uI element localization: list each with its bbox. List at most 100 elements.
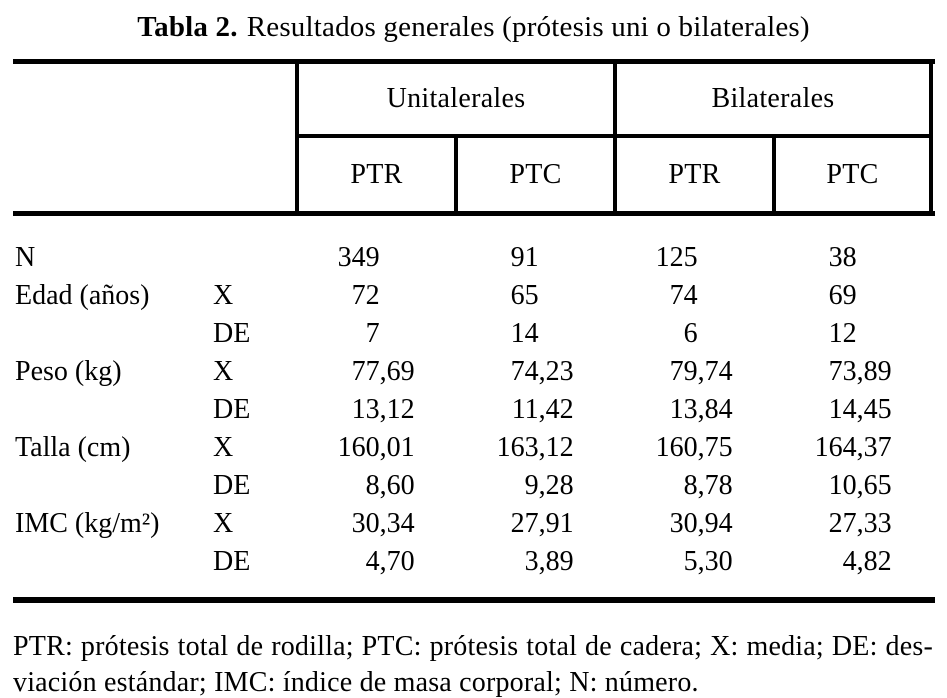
- table-cell: 65: [456, 280, 615, 312]
- cell-integer-part: 38: [828, 242, 857, 273]
- stat-label: X: [213, 508, 234, 539]
- cell-fraction-part: [380, 318, 456, 350]
- table-row: IMC (kg/m²) X 30,34 27,91 30,94 27,33: [13, 505, 935, 543]
- stat-label: X: [213, 280, 234, 311]
- cell-integer-part: 3: [524, 546, 539, 577]
- cell-integer-part: 349: [337, 242, 380, 273]
- table-row: DE 13,12 11,42 13,84 14,45: [13, 391, 935, 429]
- stat-label: X: [213, 356, 234, 387]
- cell-fraction-part: ,12: [379, 394, 415, 425]
- cell-fraction-part: ,74: [697, 356, 733, 387]
- table-cell: 164,37: [774, 432, 933, 464]
- cell-integer-part: 27: [510, 508, 539, 539]
- cell-fraction-part: [857, 242, 933, 274]
- cell-fraction-part: ,01: [379, 432, 415, 463]
- table-cell: 160,75: [615, 432, 774, 464]
- cell-integer-part: 73: [828, 356, 857, 387]
- table-cell: 27,33: [774, 508, 933, 540]
- cell-integer-part: 74: [669, 280, 698, 311]
- vertical-line: [454, 134, 458, 216]
- cell-integer-part: 74: [510, 356, 539, 387]
- table-cell: 13,12: [297, 394, 456, 426]
- table-cell: 3,89: [456, 546, 615, 578]
- cell-integer-part: 10: [828, 470, 857, 501]
- table-cell: 27,91: [456, 508, 615, 540]
- table-row: DE 4,70 3,89 5,30 4,82: [13, 543, 935, 581]
- cell-integer-part: 4: [365, 546, 380, 577]
- table-cell: 7: [297, 318, 456, 350]
- vertical-line: [929, 59, 933, 216]
- cell-integer-part: 72: [351, 280, 380, 311]
- table-cell: 14: [456, 318, 615, 350]
- stat-label: DE: [213, 546, 251, 577]
- column-header-ptr-uni: PTR: [350, 158, 403, 190]
- table-bottom-rule: [13, 597, 935, 603]
- cell-fraction-part: ,60: [379, 470, 415, 501]
- cell-fraction-part: [539, 318, 615, 350]
- cell-fraction-part: ,94: [697, 508, 733, 539]
- footnote-line: viación estándar; IMC: índice de masa co…: [13, 667, 699, 698]
- cell-integer-part: 77: [351, 356, 380, 387]
- row-label: Peso (kg): [15, 356, 122, 387]
- cell-integer-part: 4: [842, 546, 857, 577]
- table-row: Talla (cm) X 160,01 163,12 160,75 164,37: [13, 429, 935, 467]
- cell-integer-part: 8: [365, 470, 380, 501]
- cell-fraction-part: ,75: [697, 432, 733, 463]
- cell-integer-part: 163: [496, 432, 539, 463]
- row-label: Edad (años): [15, 280, 150, 311]
- top-rule: [13, 59, 935, 64]
- table-cell: 74: [615, 280, 774, 312]
- table-cell: 8,60: [297, 470, 456, 502]
- table-cell: 12: [774, 318, 933, 350]
- vertical-line: [613, 59, 617, 216]
- cell-integer-part: 13: [351, 394, 380, 425]
- table-cell: 14,45: [774, 394, 933, 426]
- cell-integer-part: 11: [511, 394, 539, 425]
- table-cell: 125: [615, 242, 774, 274]
- table-cell: 74,23: [456, 356, 615, 388]
- cell-integer-part: 14: [510, 318, 539, 349]
- cell-integer-part: 164: [814, 432, 857, 463]
- cell-fraction-part: ,70: [379, 546, 415, 577]
- table-row: Peso (kg) X 77,69 74,23 79,74 73,89: [13, 353, 935, 391]
- row-label: N: [15, 242, 36, 273]
- cell-integer-part: 12: [828, 318, 857, 349]
- table-cell: 160,01: [297, 432, 456, 464]
- cell-fraction-part: [539, 242, 615, 274]
- cell-integer-part: 160: [337, 432, 380, 463]
- stat-label: DE: [213, 470, 251, 501]
- cell-fraction-part: [380, 280, 456, 312]
- table-cell: 30,34: [297, 508, 456, 540]
- cell-integer-part: 5: [683, 546, 698, 577]
- cell-fraction-part: [857, 318, 933, 350]
- cell-fraction-part: ,28: [538, 470, 574, 501]
- cell-fraction-part: ,34: [379, 508, 415, 539]
- cell-fraction-part: ,33: [856, 508, 892, 539]
- cell-fraction-part: ,69: [379, 356, 415, 387]
- cell-fraction-part: ,91: [538, 508, 574, 539]
- table-row: DE 8,60 9,28 8,78 10,65: [13, 467, 935, 505]
- cell-fraction-part: ,84: [697, 394, 733, 425]
- column-group-unilaterales: Unitalerales: [386, 83, 526, 114]
- table-row: N 349 91 125 38: [13, 239, 935, 277]
- table-cell: 73,89: [774, 356, 933, 388]
- table-cell: 38: [774, 242, 933, 274]
- table-cell: 10,65: [774, 470, 933, 502]
- cell-integer-part: 14: [828, 394, 857, 425]
- table-caption-number: Tabla 2.: [137, 11, 238, 43]
- table-row: DE 7 14 6 12: [13, 315, 935, 353]
- header-bottom-rule: [13, 211, 935, 216]
- cell-fraction-part: ,89: [856, 356, 892, 387]
- cell-integer-part: 8: [683, 470, 698, 501]
- cell-fraction-part: [857, 280, 933, 312]
- table-cell: 13,84: [615, 394, 774, 426]
- table-cell: 4,82: [774, 546, 933, 578]
- cell-fraction-part: [698, 318, 774, 350]
- cell-fraction-part: ,82: [856, 546, 892, 577]
- table-cell: 79,74: [615, 356, 774, 388]
- column-group-bilaterales: Bilaterales: [711, 83, 835, 114]
- cell-integer-part: 160: [655, 432, 698, 463]
- cell-fraction-part: ,45: [856, 394, 892, 425]
- cell-integer-part: 79: [669, 356, 698, 387]
- cell-fraction-part: [539, 280, 615, 312]
